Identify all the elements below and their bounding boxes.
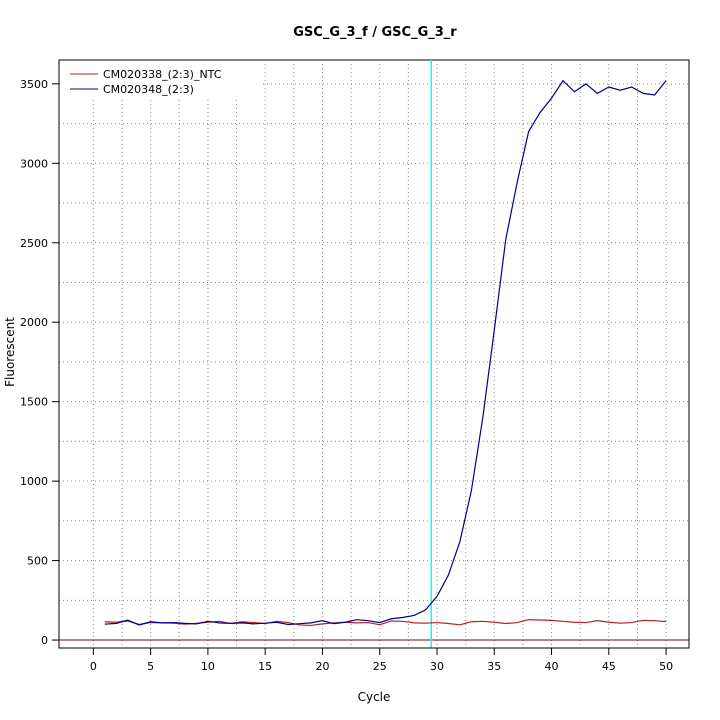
y-tick-label: 1000	[20, 475, 48, 488]
legend-background	[62, 63, 262, 97]
y-tick-label: 1500	[20, 396, 48, 409]
x-tick-label: 15	[258, 660, 272, 673]
y-axis: 0 500 1000 1500 2000 2500 3000 3500	[20, 78, 60, 647]
x-tick-label: 25	[373, 660, 387, 673]
y-tick-label: 3500	[20, 78, 48, 91]
series-line-1	[104, 79, 667, 626]
x-tick-label: 20	[315, 660, 329, 673]
y-tick-label: 0	[41, 634, 48, 647]
series-lines	[104, 79, 667, 627]
y-tick-label: 500	[27, 555, 48, 568]
legend-label-sample: CM020348_(2:3)	[103, 83, 194, 96]
x-tick-label: 40	[545, 660, 559, 673]
y-axis-label: Fluorescent	[3, 317, 17, 387]
y-tick-label: 3000	[20, 157, 48, 170]
x-tick-label: 50	[659, 660, 673, 673]
y-tick-label: 2500	[20, 237, 48, 250]
x-tick-label: 10	[201, 660, 215, 673]
legend-label-ntc: CM020338_(2:3)_NTC	[103, 68, 222, 81]
x-tick-label: 35	[487, 660, 501, 673]
grid	[59, 60, 689, 648]
chart-title: GSC_G_3_f / GSC_G_3_r	[293, 25, 457, 40]
x-tick-label: 30	[430, 660, 444, 673]
x-tick-label: 0	[90, 660, 97, 673]
y-tick-label: 2000	[20, 316, 48, 329]
plot-area-border	[58, 59, 690, 649]
x-axis: 0 5 10 15 20 25 30 35 40 45 50	[90, 647, 673, 673]
x-axis-label: Cycle	[358, 690, 391, 704]
x-tick-label: 45	[602, 660, 616, 673]
legend: CM020338_(2:3)_NTC CM020348_(2:3)	[62, 63, 262, 97]
x-tick-label: 5	[147, 660, 154, 673]
